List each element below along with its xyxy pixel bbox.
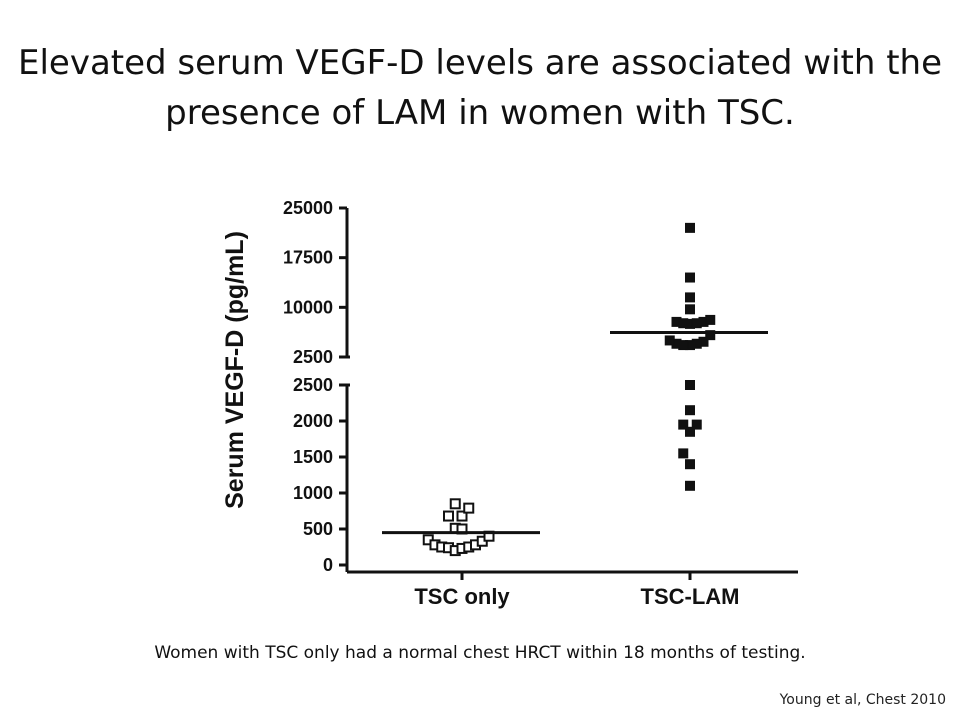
data-point-tsc-lam	[685, 380, 695, 390]
y-lower-tick-label: 2000	[293, 411, 333, 431]
data-point-tsc-only	[443, 510, 454, 522]
data-point-tsc-lam	[685, 292, 695, 303]
data-point-tsc-lam	[691, 419, 702, 430]
slide-title: Elevated serum VEGF-D levels are associa…	[0, 38, 960, 138]
data-point-tsc-only	[456, 510, 468, 522]
y-lower-tick-label: 2500	[293, 375, 333, 395]
y-axis-label: Serum VEGF-D (pg/mL)	[221, 231, 249, 509]
x-category-label: TSC-LAM	[641, 584, 740, 609]
data-point-tsc-lam	[685, 272, 695, 283]
data-point-tsc-lam	[705, 314, 716, 325]
data-point-tsc-lam	[678, 448, 689, 459]
slide-title-line-2: presence of LAM in women with TSC.	[165, 93, 795, 133]
y-lower-tick-label: 500	[303, 519, 333, 539]
data-point-tsc-only	[463, 502, 475, 514]
data-point-tsc-lam	[685, 426, 695, 437]
y-lower-tick-label: 1000	[293, 483, 333, 503]
caption: Women with TSC only had a normal chest H…	[154, 643, 806, 663]
data-point-tsc-lam	[664, 335, 675, 346]
x-category-label: TSC only	[414, 584, 510, 609]
y-lower-tick-label: 0	[323, 555, 333, 575]
data-point-tsc-lam	[685, 459, 695, 470]
data-point-tsc-lam	[685, 480, 695, 491]
data-point-tsc-lam	[678, 419, 689, 430]
y-upper-tick-label: 25000	[283, 198, 333, 218]
citation: Young et al, Chest 2010	[779, 692, 946, 708]
data-point-tsc-lam	[685, 304, 695, 315]
vegf-d-scatter-chart: 2500 10000 17500 25000 0 500 1000 1500 2000 2500 T…	[221, 198, 798, 609]
data-point-tsc-lam	[685, 222, 695, 233]
y-upper-tick-label: 2500	[293, 347, 333, 367]
y-upper-tick-label: 10000	[283, 297, 333, 317]
data-point-tsc-lam	[705, 330, 716, 341]
data-point-tsc-lam	[685, 405, 695, 416]
y-lower-tick-label: 1500	[293, 447, 333, 467]
slide-title-line-1: Elevated serum VEGF-D levels are associa…	[17, 43, 942, 83]
data-point-tsc-only	[449, 498, 461, 510]
y-upper-tick-label: 17500	[283, 248, 333, 268]
